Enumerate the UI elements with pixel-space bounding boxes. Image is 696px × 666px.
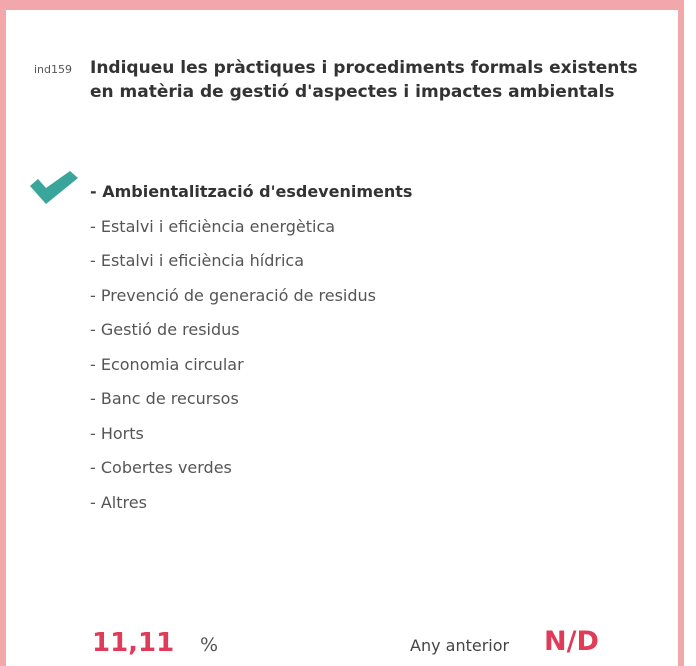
check-icon — [30, 171, 78, 204]
option: - Horts — [90, 423, 144, 443]
option: - Economia circular — [90, 354, 244, 374]
option: - Ambientalització d'esdeveniments — [90, 182, 413, 201]
option: - Estalvi i eficiència hídrica — [90, 251, 305, 270]
indicator-code: ind159 — [34, 63, 73, 76]
question: Indiqueu les pràctiques i procediments f… — [90, 58, 638, 102]
option: - Banc de recursos — [90, 389, 239, 408]
previous-label: Any anterior — [410, 636, 510, 655]
option: - Gestió de residus — [90, 320, 240, 339]
option: - Altres — [90, 492, 147, 512]
option: - Prevenció de generació de residus — [90, 285, 377, 305]
option: - Cobertes verdes — [90, 458, 232, 477]
previous-value: N/D — [544, 626, 599, 657]
option: - Estalvi i eficiència energètica — [90, 216, 336, 236]
unit: % — [200, 634, 219, 656]
value: 11,11 — [92, 628, 175, 658]
